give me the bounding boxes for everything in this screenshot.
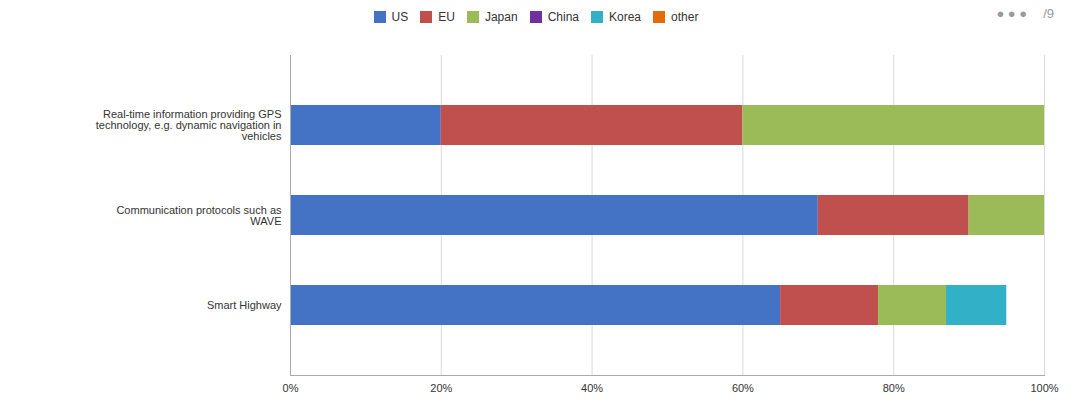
html-text:US: US bbox=[391, 10, 409, 24]
svg-text:100%: 100% bbox=[1030, 382, 1058, 394]
svg-text:Smart Highway: Smart Highway bbox=[207, 299, 282, 311]
html-text:other: other bbox=[671, 10, 699, 24]
svg-text:Communication protocols such a: Communication protocols such asWAVE bbox=[116, 204, 282, 227]
svg-text:0%: 0% bbox=[283, 382, 299, 394]
html-text:Korea: Korea bbox=[609, 10, 641, 24]
svg-text:20%: 20% bbox=[430, 382, 452, 394]
svg-text:60%: 60% bbox=[732, 382, 754, 394]
svg-text:Real-time information providin: Real-time information providing GPStechn… bbox=[96, 108, 282, 142]
html-text:Japan: Japan bbox=[484, 10, 518, 24]
html-text:China: China bbox=[547, 10, 579, 24]
svg-text:80%: 80% bbox=[883, 382, 905, 394]
svg-text:40%: 40% bbox=[581, 382, 603, 394]
html-text:/9: /9 bbox=[1043, 6, 1054, 21]
html-text:EU: EU bbox=[438, 10, 455, 24]
